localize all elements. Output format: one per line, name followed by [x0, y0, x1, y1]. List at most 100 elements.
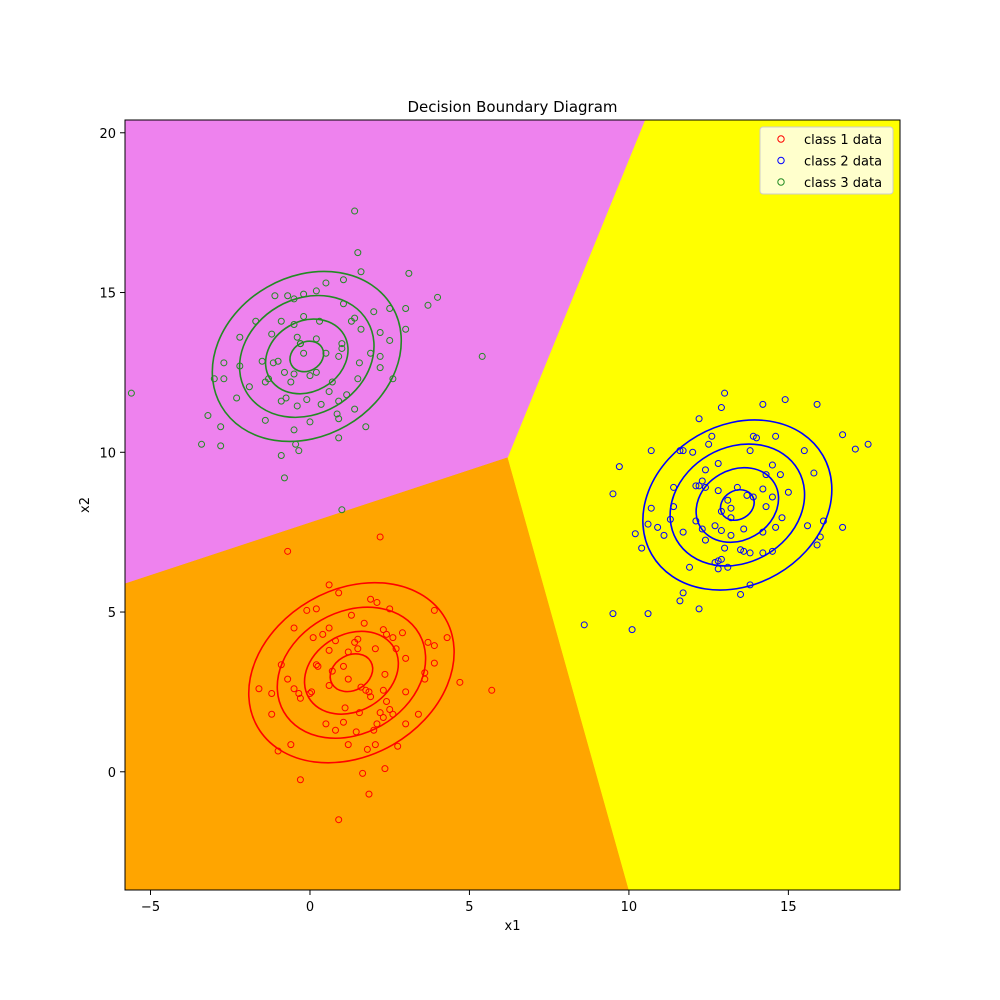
point-class-1 — [373, 720, 381, 728]
point-class-1 — [430, 642, 438, 650]
contour-class-1-level-4 — [247, 581, 455, 764]
point-class-2 — [615, 463, 623, 471]
point-class-3 — [296, 340, 304, 348]
point-class-3 — [261, 416, 269, 424]
decision-regions — [125, 120, 900, 890]
point-class-2 — [864, 440, 872, 448]
point-class-1 — [371, 645, 379, 653]
point-class-1 — [290, 685, 298, 693]
region-3 — [125, 120, 646, 584]
point-class-2 — [628, 626, 636, 634]
contour-class-1-level-3 — [276, 606, 427, 740]
point-class-3 — [389, 375, 397, 383]
point-class-1 — [268, 690, 276, 698]
x-axis-label: x1 — [505, 919, 521, 934]
point-class-1 — [274, 747, 282, 755]
point-class-1 — [360, 619, 368, 627]
point-class-2 — [701, 483, 709, 491]
point-class-2 — [654, 523, 662, 531]
point-class-2 — [746, 581, 754, 589]
point-class-1 — [376, 533, 384, 541]
point-class-2 — [740, 547, 748, 555]
point-class-1 — [392, 645, 400, 653]
point-class-3 — [386, 305, 394, 313]
point-class-1 — [379, 626, 387, 634]
point-class-3 — [236, 333, 244, 341]
point-class-1 — [365, 790, 373, 798]
point-class-2 — [695, 415, 703, 423]
point-class-2 — [705, 440, 713, 448]
point-class-3 — [376, 352, 384, 360]
point-class-3 — [300, 290, 308, 298]
point-class-1 — [381, 670, 389, 678]
legend-label-class-1: class 1 data — [804, 133, 882, 148]
point-class-1 — [312, 661, 320, 669]
point-class-2 — [816, 533, 824, 541]
point-class-1 — [255, 685, 263, 693]
point-class-3 — [280, 368, 288, 376]
point-class-2 — [698, 477, 706, 485]
point-class-1 — [303, 606, 311, 614]
point-class-2 — [679, 589, 687, 597]
point-class-1 — [339, 718, 347, 726]
point-class-1 — [277, 661, 285, 669]
x-axis-ticks: −5 0 5 10 15 — [141, 890, 797, 915]
y-tick-label: 0 — [108, 766, 116, 781]
gaussian-contours — [211, 270, 833, 764]
chart-title: Decision Boundary Diagram — [407, 98, 617, 116]
point-class-3 — [478, 352, 486, 360]
point-class-3 — [386, 336, 394, 344]
point-class-2 — [759, 549, 767, 557]
point-class-2 — [580, 621, 588, 629]
point-class-2 — [746, 447, 754, 455]
point-class-1 — [344, 648, 352, 656]
point-class-2 — [724, 496, 732, 504]
point-class-3 — [338, 340, 346, 348]
point-class-3 — [292, 440, 300, 448]
point-class-3 — [338, 344, 346, 352]
point-class-3 — [290, 426, 298, 434]
point-class-2 — [737, 590, 745, 598]
point-class-3 — [293, 402, 301, 410]
point-class-3 — [370, 308, 378, 316]
point-class-2 — [740, 525, 748, 533]
point-class-1 — [296, 776, 304, 784]
point-class-2 — [784, 488, 792, 496]
point-class-2 — [686, 563, 694, 571]
point-class-2 — [711, 559, 719, 567]
contour-class-2-level-4 — [642, 419, 833, 591]
point-class-1 — [357, 683, 365, 691]
point-class-2 — [813, 541, 821, 549]
point-class-2 — [721, 389, 729, 397]
point-class-3 — [339, 300, 347, 308]
point-class-2 — [711, 522, 719, 530]
point-class-1 — [328, 667, 336, 675]
point-class-2 — [727, 531, 735, 539]
point-class-3 — [355, 359, 363, 367]
point-class-3 — [317, 400, 325, 408]
point-class-3 — [351, 405, 359, 413]
point-class-3 — [376, 364, 384, 372]
point-class-3 — [127, 389, 135, 397]
point-class-2 — [638, 544, 646, 552]
point-class-3 — [204, 412, 212, 420]
point-class-2 — [781, 396, 789, 404]
point-class-2 — [772, 432, 780, 440]
point-class-1 — [335, 816, 343, 824]
point-class-3 — [303, 396, 311, 404]
point-class-2 — [679, 528, 687, 536]
point-class-1 — [284, 675, 292, 683]
point-class-2 — [714, 487, 722, 495]
point-class-3 — [277, 317, 285, 325]
point-class-2 — [778, 514, 786, 522]
point-class-3 — [362, 423, 370, 431]
point-class-2 — [666, 515, 674, 523]
point-class-2 — [743, 491, 751, 499]
point-class-2 — [708, 432, 716, 440]
point-class-1 — [370, 726, 378, 734]
point-class-1 — [295, 690, 303, 698]
point-class-3 — [268, 330, 276, 338]
x-tick-label: 10 — [621, 900, 638, 915]
point-class-1 — [365, 688, 373, 696]
point-class-1 — [402, 720, 410, 728]
